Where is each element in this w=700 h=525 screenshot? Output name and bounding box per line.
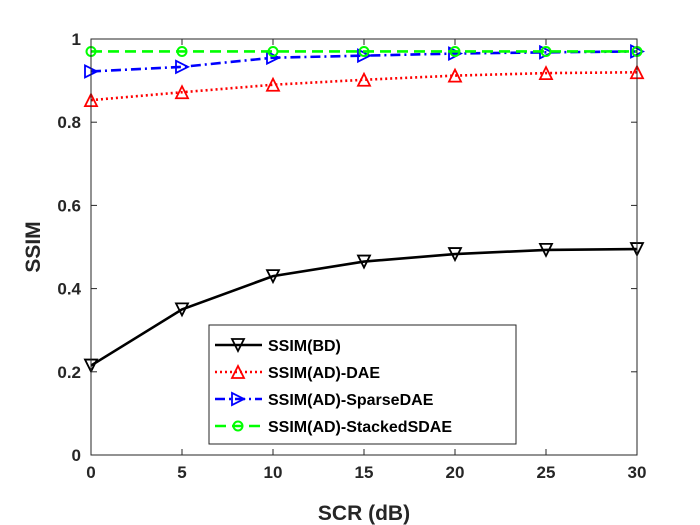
x-tick-label: 15 [355,463,374,482]
data-point [266,50,282,66]
legend-label-0: SSIM(BD) [268,338,341,355]
data-point [356,71,372,87]
data-point [449,45,461,57]
data-point [538,65,554,81]
data-point [174,302,190,318]
legend-label-2: SSIM(AD)-SparseDAE [268,392,434,409]
series-line-2 [90,50,638,73]
legend-entries: SSIM(BD) SSIM(AD)-DAE SSIM(AD)-SparseDAE SS… [215,338,452,436]
legend-marker-1 [230,363,246,379]
legend-marker-2 [231,391,247,407]
legend-entry-1: SSIM(AD)-DAE [215,363,380,382]
data-point [358,45,370,57]
data-point [176,45,188,57]
legend-entry-0: SSIM(BD) [215,338,341,355]
data-point [265,269,281,285]
x-tick-label: 5 [177,463,186,482]
legend: SSIM(BD) SSIM(AD)-DAE SSIM(AD)-SparseDAE SS… [208,324,517,445]
x-tick-label: 10 [264,463,283,482]
y-tick-label: 1 [72,30,81,49]
data-point [540,45,552,57]
y-axis-label: SSIM [22,221,45,272]
x-tick-label: 20 [446,463,465,482]
legend-label-1: SSIM(AD)-DAE [268,365,380,382]
data-point [538,243,554,258]
x-axis-label: SCR (dB) [318,502,410,525]
y-tick-label: 0.8 [57,113,81,132]
x-tick-label: 25 [537,463,556,482]
x-tick-label: 30 [628,463,647,482]
data-point [447,67,463,83]
y-tick-label: 0.2 [57,363,81,382]
data-point [175,59,191,75]
y-tick-label: 0.4 [57,280,81,299]
legend-entry-2: SSIM(AD)-SparseDAE [215,391,434,409]
y-tick-label: 0.6 [57,196,81,215]
legend-label-3: SSIM(AD)-StackedSDAE [268,419,452,436]
legend-marker-3 [232,420,244,432]
series-0 [83,242,645,374]
data-point [267,45,279,57]
data-point [447,247,463,263]
data-point [356,254,372,270]
legend-marker-0 [230,338,246,354]
data-point [174,84,190,100]
data-point [265,76,281,92]
y-tick-label: 0 [72,446,81,465]
series-line-0 [90,247,638,367]
ticks-layer: 0 5 10 15 20 25 30 0 0.2 0.4 0.6 0.8 1 [57,30,646,482]
legend-entry-3: SSIM(AD)-StackedSDAE [215,419,452,436]
series-line-1 [90,70,638,102]
x-tick-label: 0 [86,463,95,482]
